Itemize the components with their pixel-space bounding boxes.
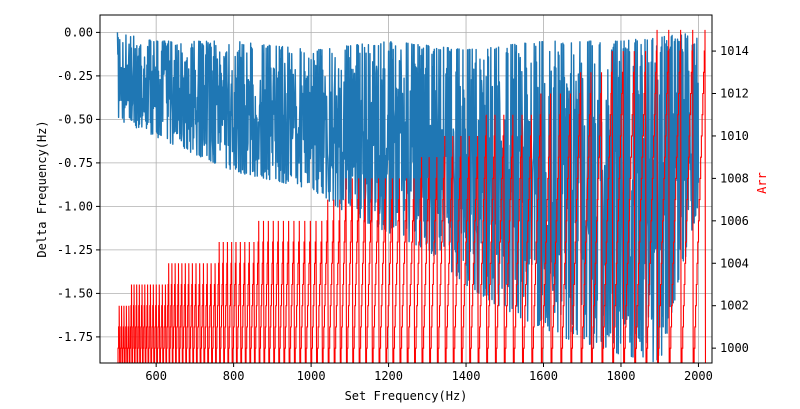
x-tick-label: 1800 [607,369,636,383]
y-right-axis-ticks: 1000 1002 1004 1006 1008 1010 1012 1014 [712,44,749,355]
y-left-tick-label: 0.00 [64,25,93,39]
arr-series [117,29,707,363]
x-axis-ticks: 600 800 1000 1200 1400 1600 1800 2000 [145,363,713,383]
x-axis-label: Set Frequency(Hz) [345,389,468,403]
arr-line [117,29,707,363]
y-right-tick-label: 1008 [720,171,749,185]
x-tick-label: 800 [223,369,245,383]
y-right-tick-label: 1012 [720,87,749,101]
x-tick-label: 600 [145,369,167,383]
y-left-axis-ticks: 0.00 -0.25 -0.50 -0.75 -1.00 -1.25 -1.50 -1.75 [57,25,100,344]
y-right-tick-label: 1004 [720,256,749,270]
y-left-tick-label: -1.00 [57,199,93,213]
x-tick-label: 1400 [452,369,481,383]
y-left-tick-label: -1.25 [57,243,93,257]
y-right-tick-label: 1010 [720,129,749,143]
y-left-axis-label: Delta Frequency(Hz) [35,120,49,257]
y-left-tick-label: -0.75 [57,156,93,170]
y-right-axis-label: Arr [755,172,769,194]
x-tick-label: 1200 [374,369,403,383]
y-left-tick-label: -1.50 [57,286,93,300]
y-left-tick-label: -0.25 [57,69,93,83]
plot-frame [99,14,713,364]
y-right-tick-label: 1014 [720,44,749,58]
x-tick-label: 1600 [529,369,558,383]
x-tick-label: 2000 [684,369,713,383]
y-right-tick-label: 1002 [720,299,749,313]
y-left-tick-label: -1.75 [57,330,93,344]
x-tick-label: 1000 [297,369,326,383]
y-left-tick-label: -0.50 [57,112,93,126]
y-right-tick-label: 1006 [720,214,749,228]
y-right-tick-label: 1000 [720,341,749,355]
